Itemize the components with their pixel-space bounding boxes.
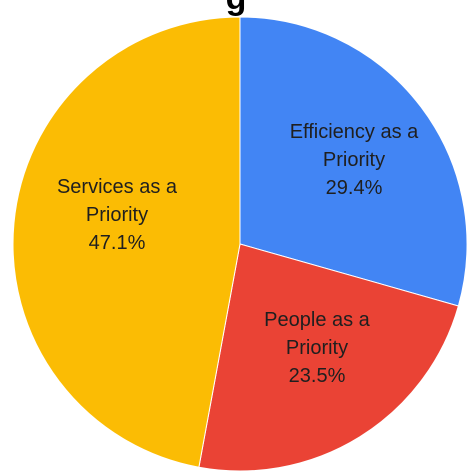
slice-percentage: 23.5%: [289, 365, 346, 387]
slice-percentage: 47.1%: [89, 232, 146, 254]
slice-percentage: 29.4%: [326, 177, 383, 199]
slice-label-line: People as a: [264, 309, 371, 331]
slice-label-line: Priority: [323, 149, 385, 171]
slice-label-line: Priority: [286, 337, 348, 359]
slice-label-line: Efficiency as a: [290, 121, 419, 143]
slice-label-line: Priority: [86, 204, 148, 226]
slice-label-line: Services as a: [57, 176, 178, 198]
